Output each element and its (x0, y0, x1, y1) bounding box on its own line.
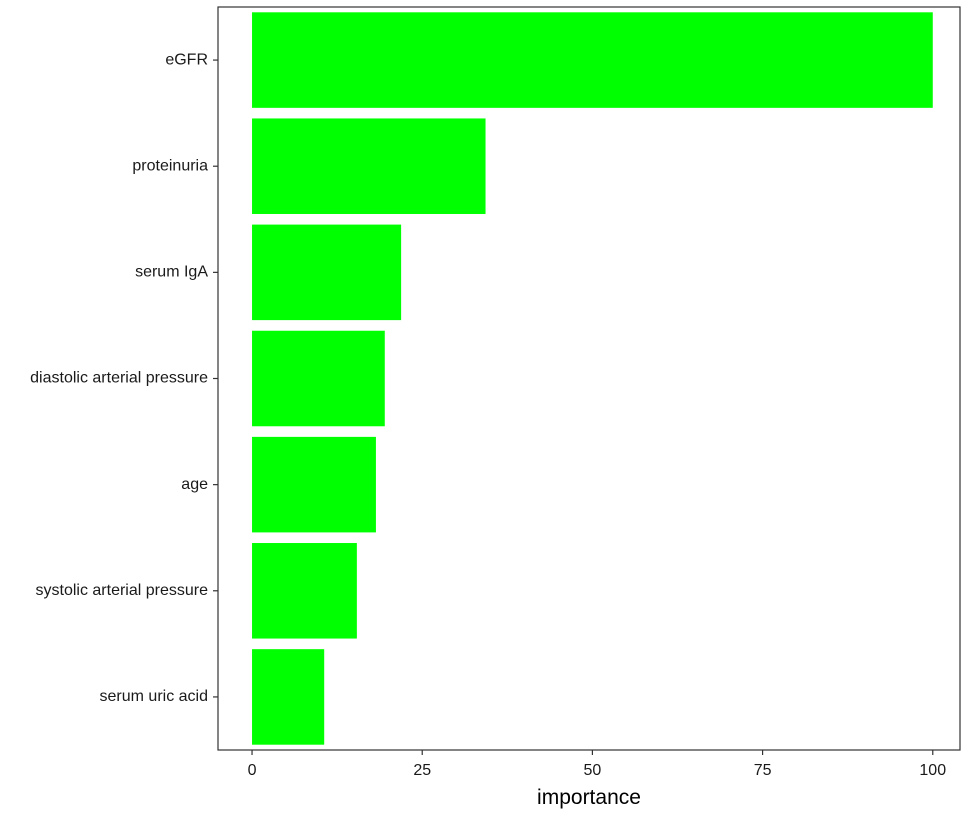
y-tick-label-proteinuria: proteinuria (132, 157, 208, 174)
x-tick-label-75: 75 (754, 762, 772, 779)
bar-egfr (252, 12, 933, 108)
bar-systolic-arterial-pressure (252, 543, 357, 639)
x-axis: 0 25 50 75 100 (248, 750, 946, 779)
y-axis: eGFR proteinuria serum IgA diastolic arteri… (30, 51, 218, 705)
bar-diastolic-arterial-pressure (252, 330, 385, 427)
x-axis-title: importance (537, 786, 641, 809)
y-tick-label-egfr: eGFR (165, 51, 208, 68)
y-tick-label-systolic-arterial-pressure: systolic arterial pressure (36, 582, 209, 599)
y-tick-label-age: age (181, 476, 208, 493)
bar-serum-uric-acid (252, 649, 325, 745)
x-tick-label-100: 100 (919, 762, 946, 779)
y-tick-label-serum-iga: serum IgA (135, 264, 208, 281)
bar-proteinuria (252, 118, 486, 214)
bar-age (252, 436, 376, 533)
x-tick-label-25: 25 (413, 762, 431, 779)
y-tick-label-diastolic-arterial-pressure: diastolic arterial pressure (30, 370, 208, 387)
y-tick-label-serum-uric-acid: serum uric acid (100, 688, 208, 705)
bar-serum-iga (252, 224, 402, 321)
x-tick-label-50: 50 (584, 762, 602, 779)
bars-layer (252, 12, 933, 745)
x-tick-label-0: 0 (248, 762, 257, 779)
